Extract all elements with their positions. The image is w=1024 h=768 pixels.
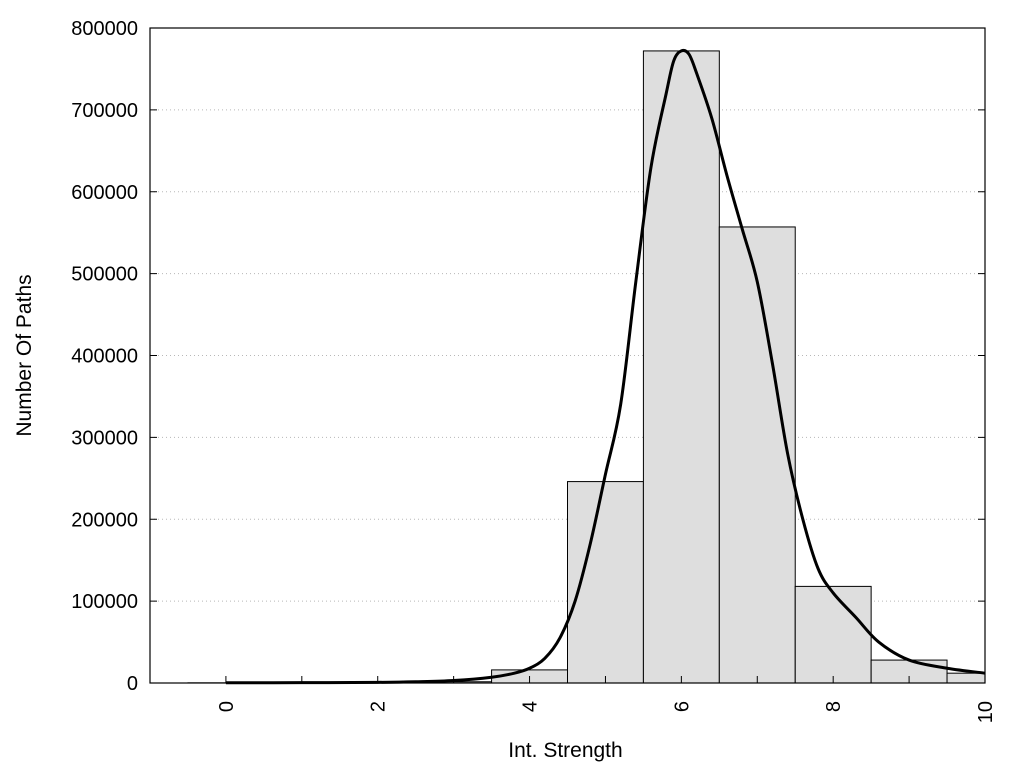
x-tick-label-4: 8 <box>823 701 845 712</box>
y-tick-label-8: 800000 <box>71 18 138 40</box>
y-tick-label-4: 400000 <box>71 346 138 368</box>
bar-8 <box>794 585 872 684</box>
y-tick-label-5: 500000 <box>71 264 138 286</box>
y-tick-label-7: 700000 <box>71 100 138 122</box>
y-tick-label-0: 0 <box>127 673 138 695</box>
density-curve <box>225 48 986 685</box>
y-tick-label-6: 600000 <box>71 182 138 204</box>
x-tick-label-3: 6 <box>671 701 693 712</box>
bar-10 <box>946 672 986 684</box>
x-tick-label-5: 10 <box>975 701 997 723</box>
axis-ticks: 0 100000 200000 300000 400000 500000 600000 700… <box>71 18 997 723</box>
y-tick-label-3: 300000 <box>71 427 138 449</box>
x-tick-label-1: 2 <box>368 701 390 712</box>
bar-5 <box>567 481 644 684</box>
histogram-bars <box>187 50 986 684</box>
bar-7 <box>718 226 796 684</box>
y-tick-label-1: 100000 <box>71 591 138 613</box>
x-tick-label-0: 0 <box>216 701 238 712</box>
x-tick-label-2: 4 <box>520 701 542 712</box>
density-curve-line <box>225 48 986 685</box>
x-axis-label: Int. Strength <box>508 739 622 762</box>
y-axis-label: Number Of Paths <box>13 274 36 436</box>
y-tick-label-2: 200000 <box>71 509 138 531</box>
